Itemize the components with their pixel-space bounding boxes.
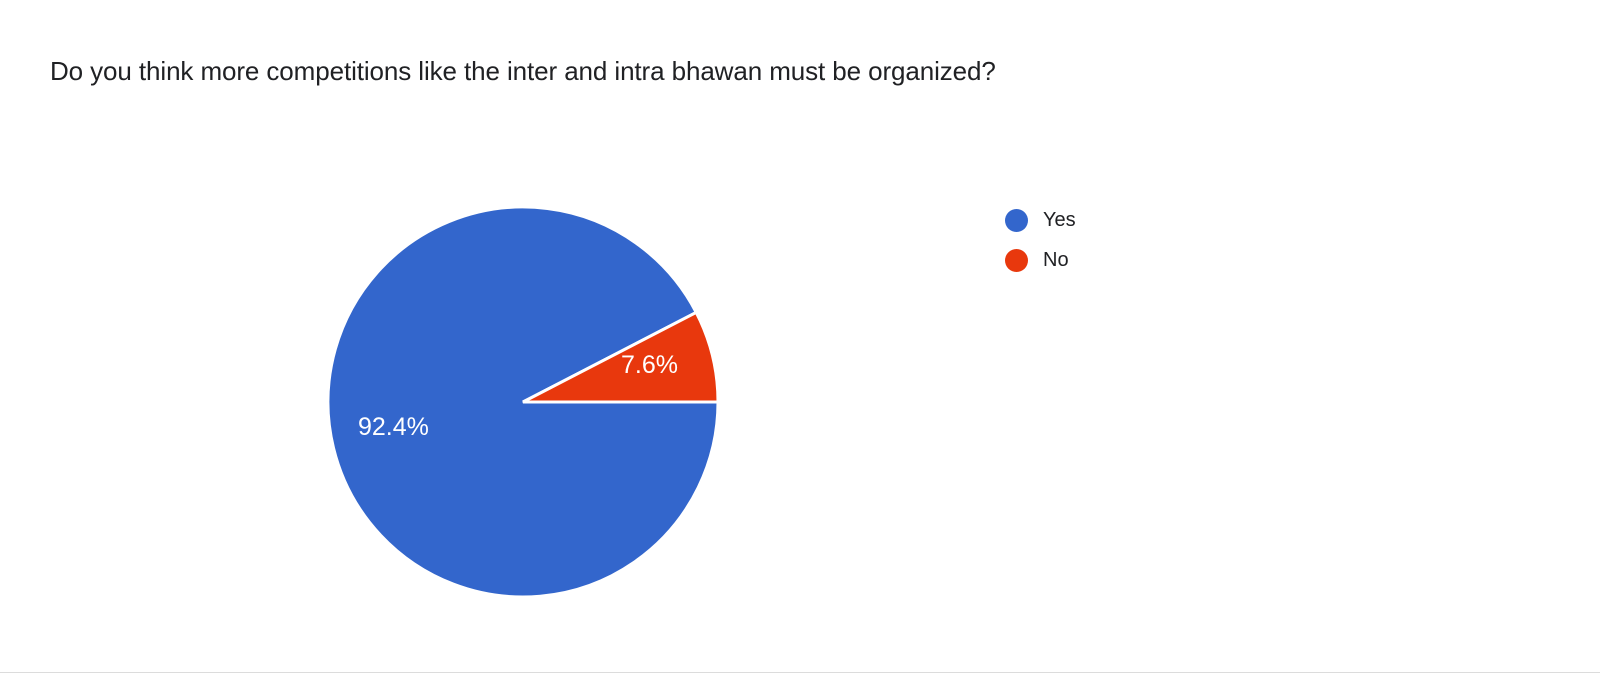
chart-legend: Yes No bbox=[1005, 200, 1305, 280]
legend-label-yes: Yes bbox=[1043, 208, 1076, 231]
legend-color-dot-no bbox=[1005, 248, 1028, 272]
chart-title: Do you think more competitions like the … bbox=[50, 56, 996, 86]
legend-item-no[interactable]: No bbox=[1005, 240, 1305, 280]
pie-slice-label-yes: 92.4% bbox=[358, 413, 429, 441]
legend-label-no: No bbox=[1043, 248, 1069, 271]
legend-color-dot-yes bbox=[1005, 208, 1028, 232]
pie-slice-label-no: 7.6% bbox=[621, 351, 678, 379]
pie-slice-no[interactable] bbox=[522, 310, 720, 404]
legend-item-yes[interactable]: Yes bbox=[1005, 200, 1305, 240]
